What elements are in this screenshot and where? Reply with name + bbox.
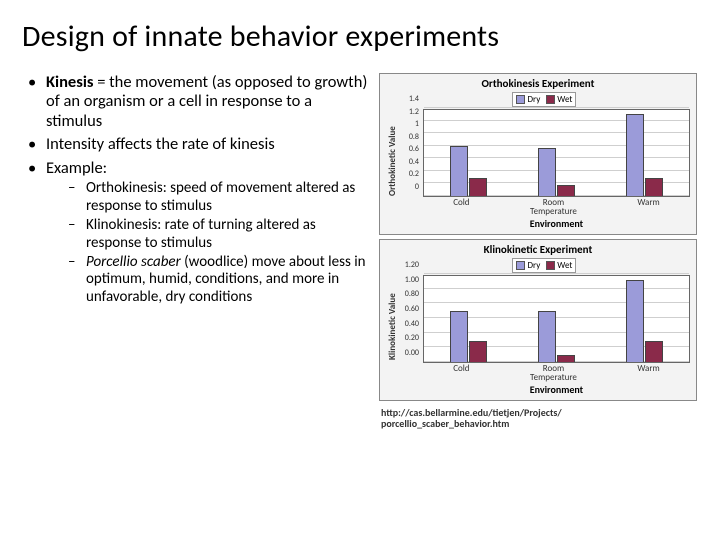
bullet-kinesis: Kinesis = the movement (as opposed to gr… [22,73,369,131]
charts-column: Orthokinesis Experiment Orthokinetic Val… [379,73,698,429]
swatch-wet-2 [546,261,555,270]
kinesis-def: = the movement (as opposed to growth) of… [46,72,367,131]
chart2-yticks: 0.000.200.400.600.801.001.20 [399,275,421,363]
chart1-ylabel: Orthokinetic Value [386,92,399,230]
bar-wet [469,178,487,196]
swatch-dry [516,95,525,104]
bar-wet [645,178,663,196]
bar-dry [450,311,468,362]
sub-list: Orthokinesis: speed of movement altered … [46,180,369,306]
swatch-wet [546,95,555,104]
chart1-yticks: 00.20.40.60.811.21.4 [399,109,421,197]
bullet-list: Kinesis = the movement (as opposed to gr… [22,73,369,306]
content-row: Kinesis = the movement (as opposed to gr… [22,73,698,429]
species-name: Porcellio scaber [86,253,181,271]
sub-ortho: Orthokinesis: speed of movement altered … [46,180,369,215]
chart1-xticks: ColdRoomTemperatureWarm [423,198,690,216]
swatch-dry-2 [516,261,525,270]
sub-klino: Klinokinesis: rate of turning altered as… [46,217,369,252]
sub-porcellio: Porcellio scaber (woodlice) move about l… [46,254,369,306]
chart2-xticks: ColdRoomTemperatureWarm [423,364,690,382]
orthokinesis-chart: Orthokinesis Experiment Orthokinetic Val… [379,73,697,235]
text-column: Kinesis = the movement (as opposed to gr… [22,73,369,429]
chart2-ylabel: Klinokinetic Value [386,258,399,396]
chart1-xlabel: Environment [423,217,690,230]
chart2-xlabel: Environment [423,383,690,396]
chart2-title: Klinokinetic Experiment [386,243,690,256]
source-citation: http://cas.bellarmine.edu/tietjen/Projec… [379,407,698,429]
bar-dry [450,146,468,196]
bar-dry [626,114,644,196]
slide-title: Design of innate behavior experiments [22,18,698,55]
bar-wet [645,341,663,362]
chart1-legend: Dry Wet [512,92,576,107]
bar-wet [557,185,575,196]
slide: Design of innate behavior experiments Ki… [0,0,720,540]
bar-dry [538,311,556,362]
bar-dry [626,280,644,362]
chart1-plot [423,109,690,197]
bar-dry [538,148,556,196]
chart2-legend: Dry Wet [512,258,576,273]
bar-wet [557,355,575,362]
klinokinesis-chart: Klinokinetic Experiment Klinokinetic Val… [379,239,697,401]
bullet-intensity: Intensity affects the rate of kinesis [22,135,369,154]
chart2-plot [423,275,690,363]
bullet-example: Example: Orthokinesis: speed of movement… [22,159,369,306]
kinesis-term: Kinesis [46,72,93,92]
bar-wet [469,341,487,362]
chart1-title: Orthokinesis Experiment [386,77,690,90]
